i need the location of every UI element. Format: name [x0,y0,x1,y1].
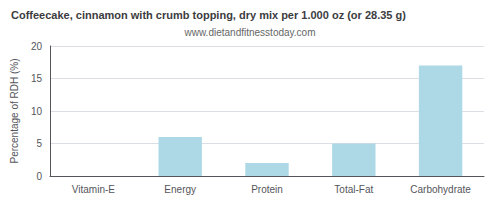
svg-text:5: 5 [36,138,42,149]
svg-text:10: 10 [31,106,43,117]
svg-text:Percentage of RDH (%): Percentage of RDH (%) [9,58,20,163]
svg-text:20: 20 [31,41,43,52]
svg-text:www.dietandfitnesstoday.com: www.dietandfitnesstoday.com [184,27,316,38]
svg-text:0: 0 [36,171,42,182]
svg-text:Vitamin-E: Vitamin-E [72,184,115,195]
svg-text:Carbohydrate: Carbohydrate [410,184,471,195]
svg-text:Total-Fat: Total-Fat [334,184,373,195]
svg-text:Energy: Energy [164,184,196,195]
svg-text:15: 15 [31,73,43,84]
svg-text:Protein: Protein [251,184,283,195]
svg-text:Coffeecake, cinnamon with crum: Coffeecake, cinnamon with crumb topping,… [11,9,406,21]
